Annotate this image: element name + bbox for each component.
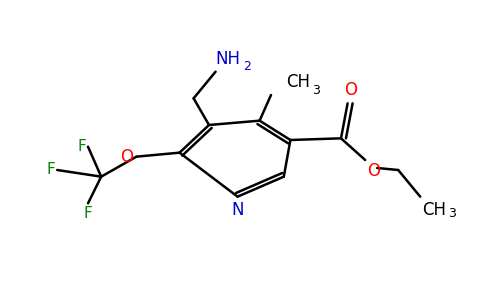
Text: NH: NH	[215, 50, 241, 68]
Text: F: F	[84, 206, 92, 221]
Text: F: F	[77, 139, 86, 154]
Text: CH: CH	[286, 73, 310, 91]
Text: O: O	[367, 162, 380, 180]
Text: O: O	[121, 148, 134, 166]
Text: 2: 2	[243, 60, 252, 73]
Text: O: O	[344, 81, 357, 99]
Text: 3: 3	[448, 207, 456, 220]
Text: N: N	[231, 201, 244, 219]
Text: CH: CH	[422, 201, 446, 219]
Text: 3: 3	[312, 84, 320, 97]
Text: F: F	[46, 163, 55, 178]
